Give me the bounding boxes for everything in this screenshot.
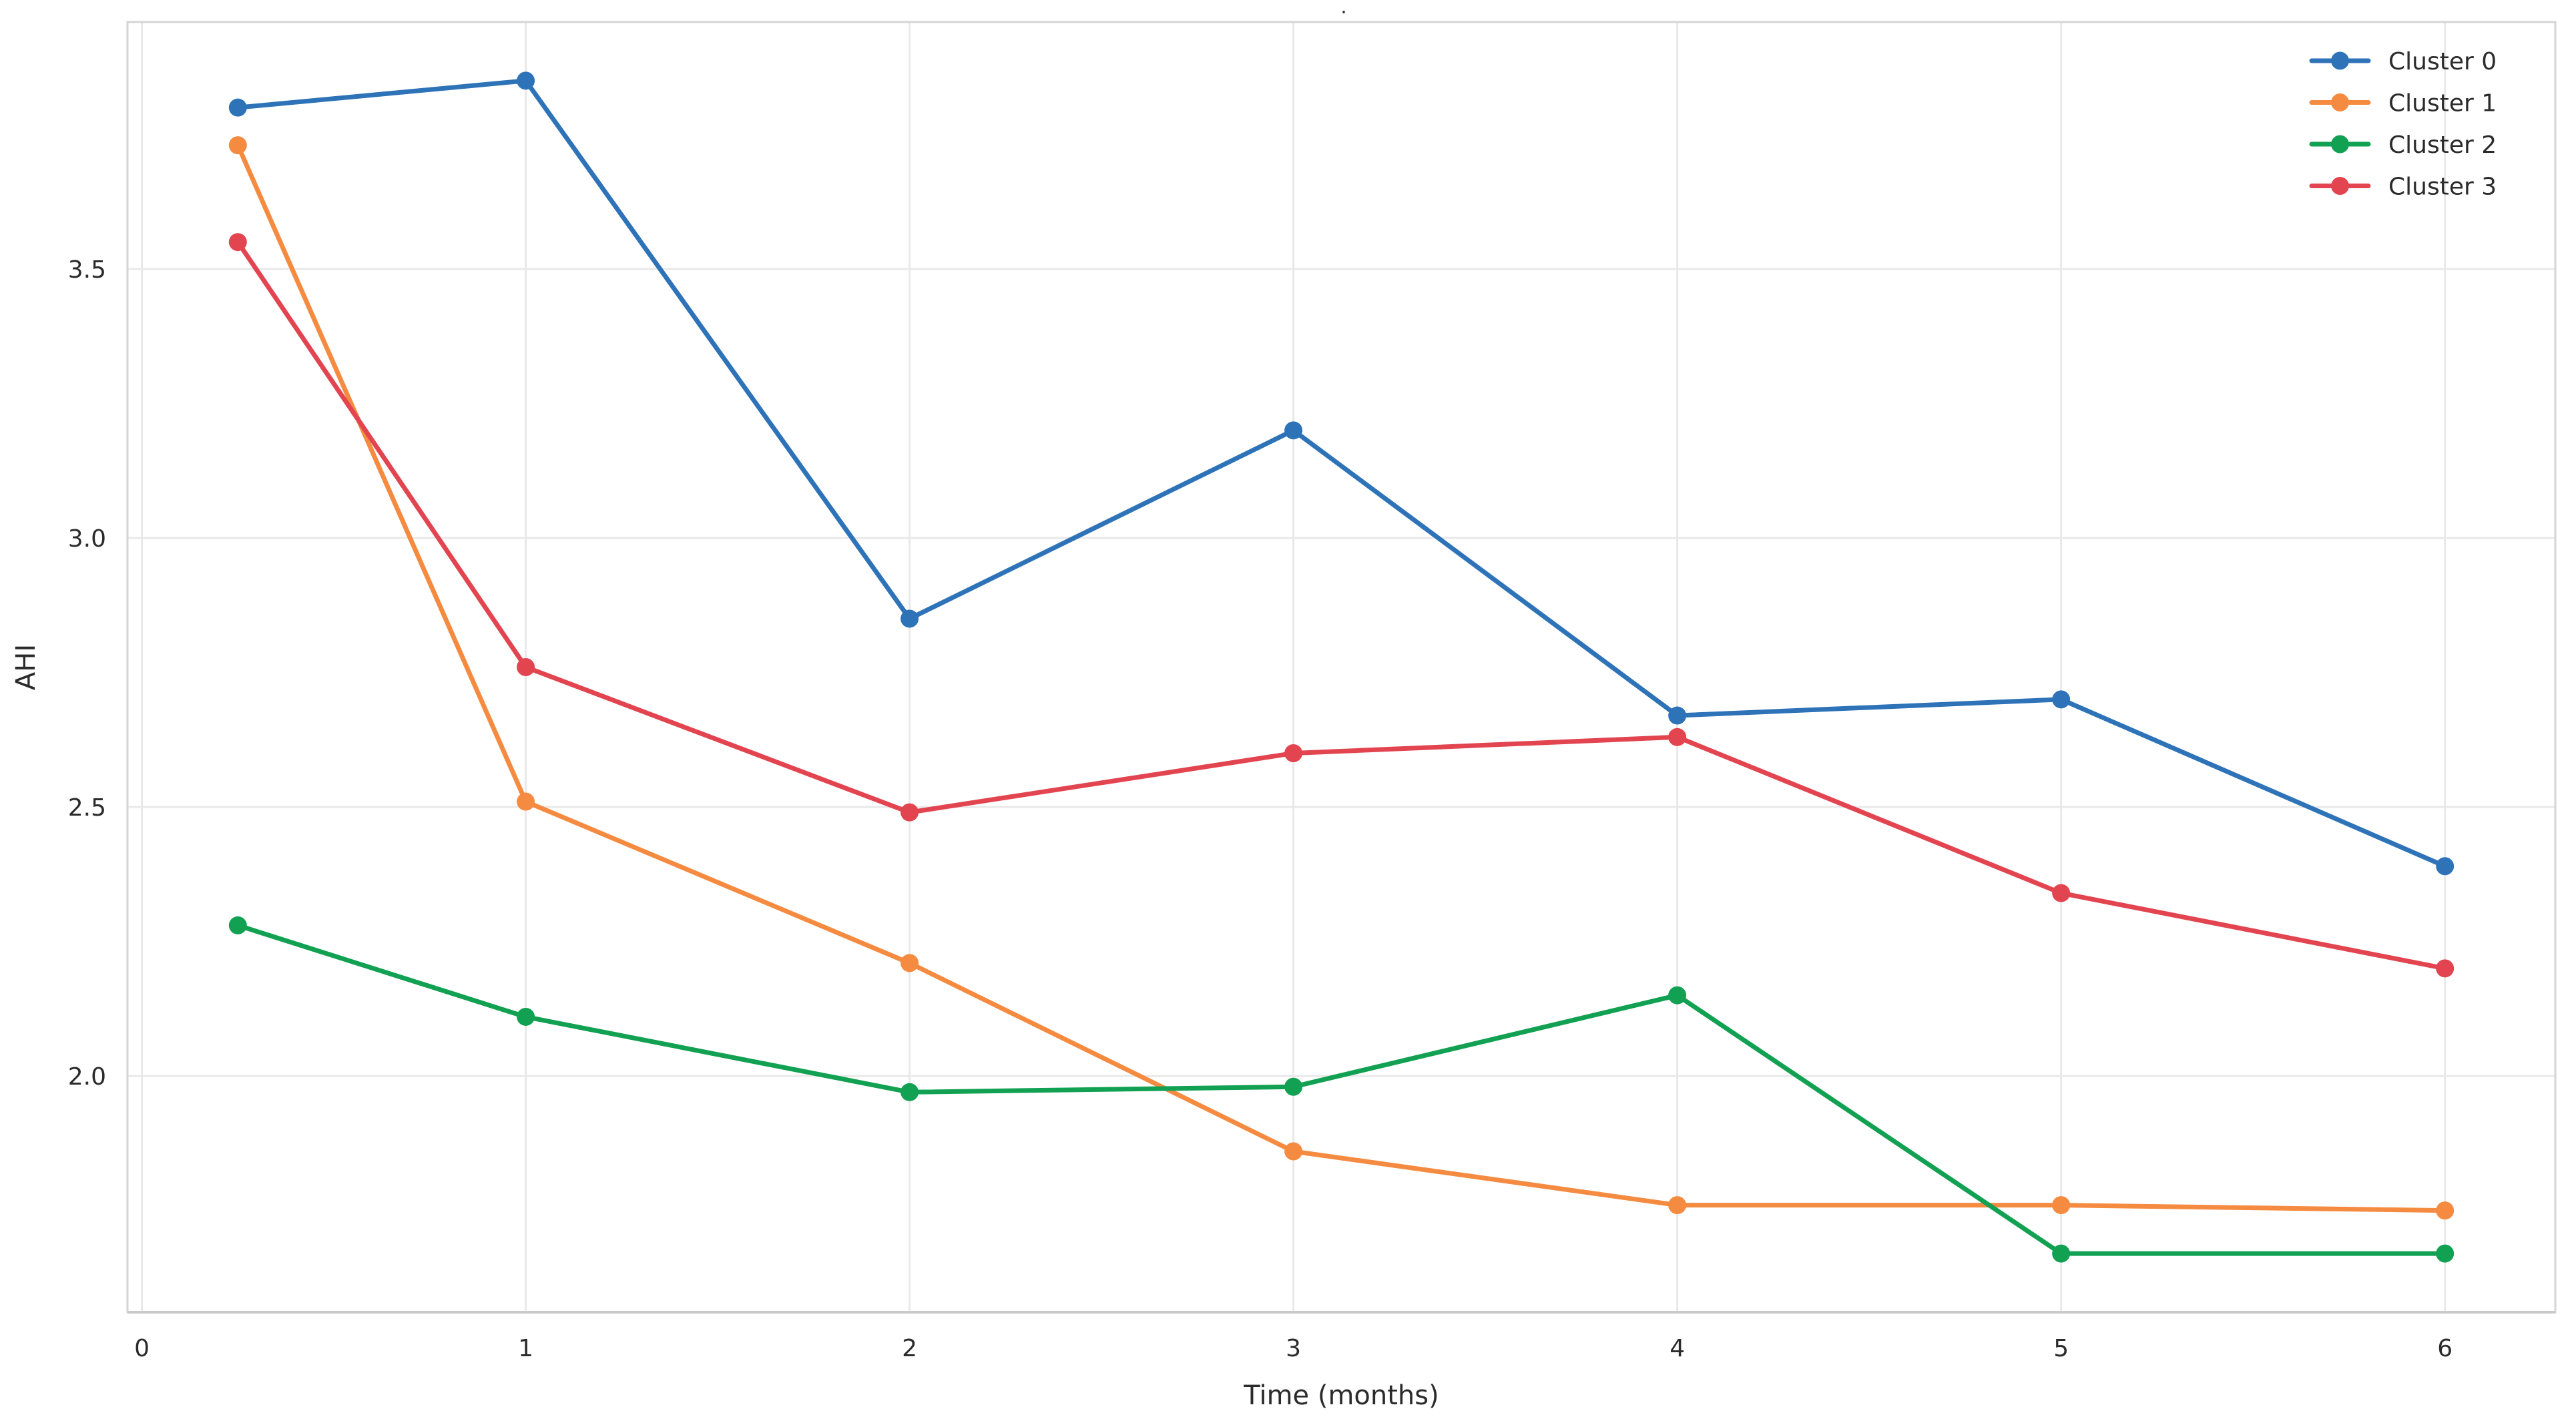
legend-label: Cluster 2 <box>2388 131 2497 159</box>
data-point-cluster-1 <box>2052 1196 2071 1215</box>
x-tick-label: 0 <box>134 1335 150 1362</box>
data-point-cluster-2 <box>228 916 247 934</box>
y-tick-label: 3.0 <box>68 525 106 553</box>
data-point-cluster-1 <box>900 954 919 972</box>
data-point-cluster-1 <box>228 136 247 155</box>
data-point-cluster-0 <box>2436 857 2455 876</box>
x-tick-label: 2 <box>902 1335 917 1362</box>
legend-marker <box>2331 93 2349 111</box>
title-dot: . <box>1340 0 1347 19</box>
data-point-cluster-0 <box>517 71 535 90</box>
data-point-cluster-0 <box>2052 690 2071 709</box>
y-tick-label: 2.5 <box>68 794 106 822</box>
data-point-cluster-2 <box>2436 1244 2455 1263</box>
data-point-cluster-3 <box>2436 959 2455 978</box>
data-point-cluster-3 <box>228 233 247 252</box>
legend-marker <box>2331 177 2349 195</box>
data-point-cluster-3 <box>1284 744 1303 762</box>
y-tick-label: 3.5 <box>68 256 106 284</box>
x-tick-label: 3 <box>1286 1335 1301 1362</box>
x-axis-label: Time (months) <box>1243 1380 1439 1411</box>
data-point-cluster-1 <box>1668 1196 1687 1215</box>
legend-marker <box>2331 135 2349 154</box>
y-axis-label: AHI <box>11 644 41 690</box>
legend-label: Cluster 0 <box>2388 48 2497 75</box>
data-point-cluster-1 <box>517 792 535 811</box>
data-point-cluster-3 <box>517 658 535 676</box>
data-point-cluster-0 <box>1284 421 1303 440</box>
x-tick-label: 4 <box>1669 1335 1685 1362</box>
y-tick-label: 2.0 <box>68 1063 106 1091</box>
data-point-cluster-2 <box>1668 986 1687 1005</box>
data-point-cluster-2 <box>517 1007 535 1026</box>
data-point-cluster-3 <box>1668 728 1687 746</box>
legend-label: Cluster 1 <box>2388 90 2497 117</box>
data-point-cluster-1 <box>2436 1201 2455 1220</box>
data-point-cluster-2 <box>2052 1244 2071 1263</box>
data-point-cluster-0 <box>228 98 247 117</box>
x-tick-label: 5 <box>2053 1335 2069 1362</box>
data-point-cluster-2 <box>1284 1077 1303 1096</box>
data-point-cluster-2 <box>900 1083 919 1101</box>
legend-marker <box>2331 51 2349 70</box>
legend-label: Cluster 3 <box>2388 174 2497 201</box>
data-point-cluster-0 <box>1668 706 1687 725</box>
x-tick-label: 1 <box>518 1335 533 1362</box>
data-point-cluster-3 <box>900 803 919 822</box>
data-point-cluster-3 <box>2052 884 2071 902</box>
data-point-cluster-1 <box>1284 1142 1303 1161</box>
x-tick-label: 6 <box>2437 1335 2453 1362</box>
data-point-cluster-0 <box>900 609 919 628</box>
